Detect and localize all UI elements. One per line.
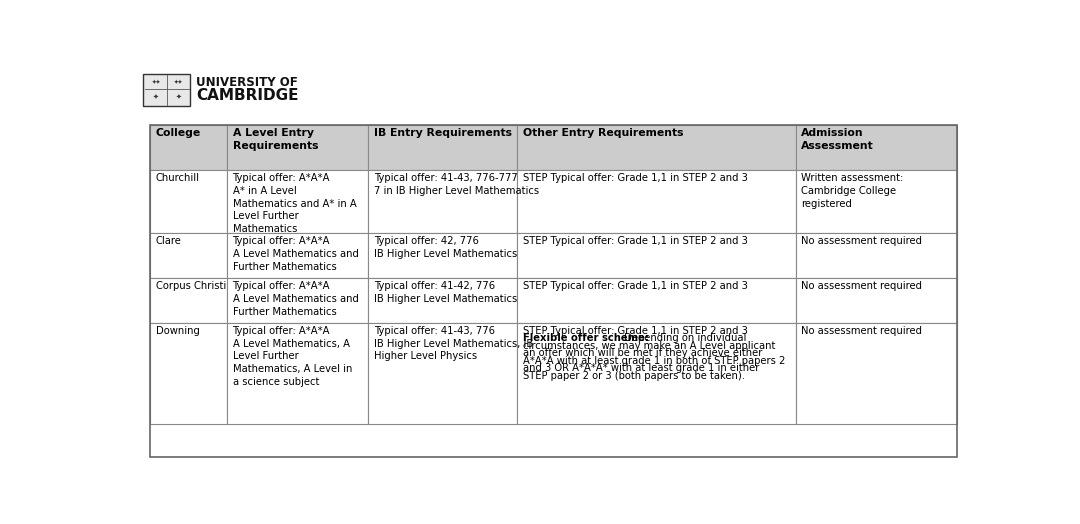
Text: Typical offer: A*A*A
A Level Mathematics and
Further Mathematics: Typical offer: A*A*A A Level Mathematics… [232, 281, 359, 316]
Text: A Level Entry
Requirements: A Level Entry Requirements [232, 128, 319, 151]
Bar [796, 233, 957, 278]
Bar [227, 323, 368, 424]
Text: and 3 OR A*A*A* with at least grade 1 in either: and 3 OR A*A*A* with at least grade 1 in… [523, 363, 759, 373]
Bar [227, 233, 368, 278]
Text: Typical offer: A*A*A
A Level Mathematics and
Further Mathematics: Typical offer: A*A*A A Level Mathematics… [232, 236, 359, 272]
Bar [796, 323, 957, 424]
Bar [368, 125, 517, 170]
Bar [368, 323, 517, 424]
Bar [796, 278, 957, 323]
Bar [227, 170, 368, 233]
Text: Admission
Assessment: Admission Assessment [801, 128, 874, 151]
Text: Written assessment:
Cambridge College
registered: Written assessment: Cambridge College re… [801, 173, 904, 209]
Text: ✦: ✦ [153, 93, 159, 100]
Text: ✦: ✦ [176, 93, 181, 100]
Bar [150, 125, 227, 170]
Bar [227, 125, 368, 170]
Text: ✦✦: ✦✦ [174, 79, 184, 84]
Bar [796, 170, 957, 233]
Text: an offer which will be met if they achieve either: an offer which will be met if they achie… [523, 348, 762, 358]
Bar [517, 233, 796, 278]
Text: Typical offer: 42, 776
IB Higher Level Mathematics: Typical offer: 42, 776 IB Higher Level M… [374, 236, 517, 259]
Text: A*A*A with at least grade 1 in both of STEP papers 2: A*A*A with at least grade 1 in both of S… [523, 356, 785, 366]
Bar [150, 323, 227, 424]
Bar [368, 233, 517, 278]
Text: CAMBRIDGE: CAMBRIDGE [197, 89, 298, 103]
Text: Clare: Clare [156, 236, 181, 246]
Text: STEP Typical offer: Grade 1,1 in STEP 2 and 3: STEP Typical offer: Grade 1,1 in STEP 2 … [523, 173, 748, 183]
Bar [517, 323, 796, 424]
Text: Typical offer: 41-43, 776-777
7 in IB Higher Level Mathematics: Typical offer: 41-43, 776-777 7 in IB Hi… [374, 173, 539, 196]
Text: STEP Typical offer: Grade 1,1 in STEP 2 and 3: STEP Typical offer: Grade 1,1 in STEP 2 … [523, 236, 748, 246]
Bar [517, 125, 796, 170]
Text: Typical offer: 41-43, 776
IB Higher Level Mathematics, IB
Higher Level Physics: Typical offer: 41-43, 776 IB Higher Leve… [374, 326, 534, 362]
Text: Typical offer: A*A*A
A Level Mathematics, A
Level Further
Mathematics, A Level i: Typical offer: A*A*A A Level Mathematics… [232, 326, 352, 387]
Text: No assessment required: No assessment required [801, 281, 922, 291]
Text: ✦✦: ✦✦ [151, 79, 161, 84]
Bar [368, 278, 517, 323]
Bar [150, 233, 227, 278]
Text: STEP Typical offer: Grade 1,1 in STEP 2 and 3: STEP Typical offer: Grade 1,1 in STEP 2 … [523, 326, 748, 336]
Bar [517, 278, 796, 323]
Text: STEP paper 2 or 3 (both papers to be taken).: STEP paper 2 or 3 (both papers to be tak… [523, 370, 745, 381]
Text: circumstances, we may make an A Level applicant: circumstances, we may make an A Level ap… [523, 341, 775, 351]
Text: College: College [156, 128, 201, 138]
Bar [517, 170, 796, 233]
Bar [227, 278, 368, 323]
Text: IB Entry Requirements: IB Entry Requirements [374, 128, 512, 138]
Bar [150, 170, 227, 233]
Bar [150, 278, 227, 323]
Text: Typical offer: A*A*A
A* in A Level
Mathematics and A* in A
Level Further
Mathema: Typical offer: A*A*A A* in A Level Mathe… [232, 173, 356, 234]
Text: STEP Typical offer: Grade 1,1 in STEP 2 and 3: STEP Typical offer: Grade 1,1 in STEP 2 … [523, 281, 748, 291]
Text: UNIVERSITY OF: UNIVERSITY OF [197, 76, 298, 89]
Text: Other Entry Requirements: Other Entry Requirements [523, 128, 684, 138]
Text: Downing: Downing [156, 326, 200, 336]
FancyBboxPatch shape [144, 74, 190, 106]
Text: Corpus Christi: Corpus Christi [156, 281, 226, 291]
Bar [368, 170, 517, 233]
Text: Flexible offer scheme:: Flexible offer scheme: [523, 333, 649, 343]
Text: Churchill: Churchill [156, 173, 200, 183]
Text: Typical offer: 41-42, 776
IB Higher Level Mathematics: Typical offer: 41-42, 776 IB Higher Leve… [374, 281, 517, 304]
Bar [796, 125, 957, 170]
Bar [150, 125, 957, 457]
Text: No assessment required: No assessment required [801, 236, 922, 246]
Text: No assessment required: No assessment required [801, 326, 922, 336]
Text: Depending on individual: Depending on individual [621, 333, 746, 343]
